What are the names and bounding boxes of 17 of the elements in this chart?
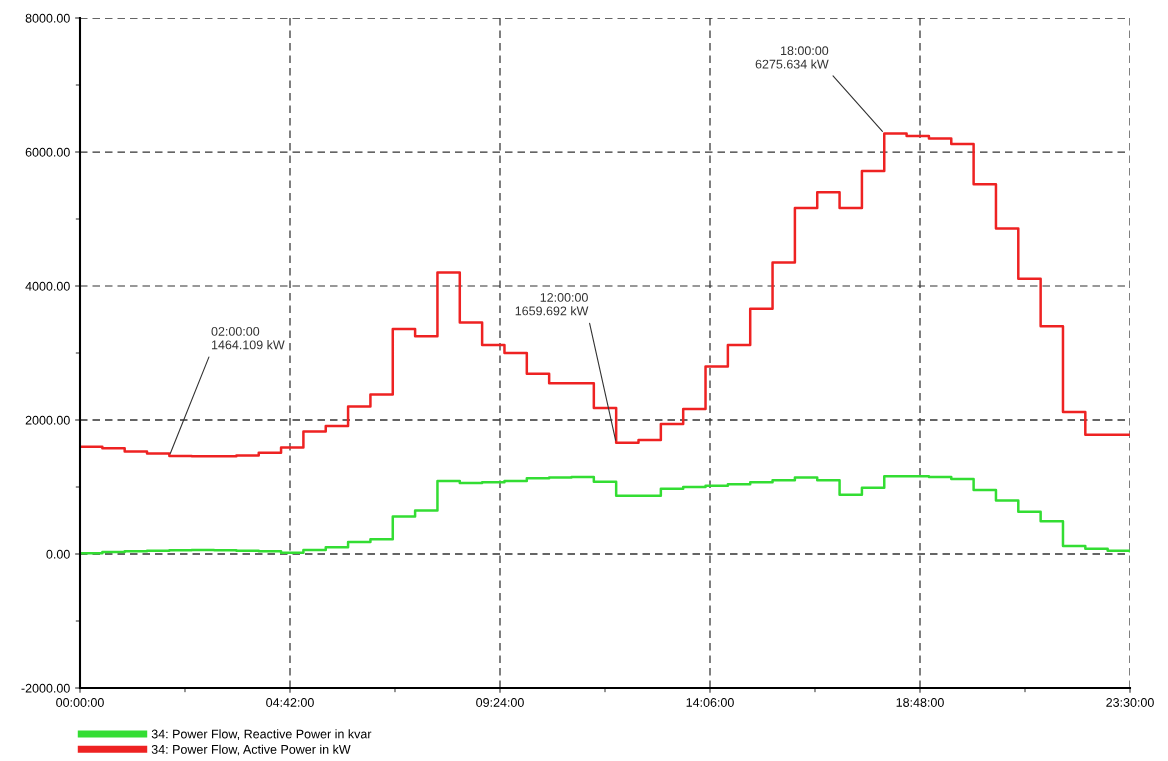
y-tick-label: 2000.00: [25, 415, 70, 425]
y-tick-label: 0.00: [46, 549, 70, 559]
legend-label: 34: Power Flow, Active Power in kW: [151, 744, 351, 756]
annotation: 18:00:00 6275.634 kW: [755, 46, 829, 69]
x-tick-label: 23:30:00: [1106, 698, 1154, 707]
y-tick-label: 6000.00: [25, 147, 70, 157]
annotation: 12:00:00 1659.692 kW: [515, 293, 589, 316]
annotation: 02:00:00 1464.109 kW: [211, 326, 285, 350]
x-tick-label: 09:24:00: [476, 698, 524, 707]
legend-label: 34: Power Flow, Reactive Power in kvar: [151, 729, 372, 740]
y-tick-label: -2000.00: [21, 683, 70, 693]
x-tick-label: 00:00:00: [56, 698, 104, 707]
y-tick-label: 8000.00: [25, 13, 70, 23]
y-tick-label: 4000.00: [25, 281, 70, 291]
x-tick-label: 04:42:00: [266, 698, 314, 707]
x-tick-label: 18:48:00: [896, 698, 944, 707]
x-tick-label: 14:06:00: [686, 698, 734, 707]
